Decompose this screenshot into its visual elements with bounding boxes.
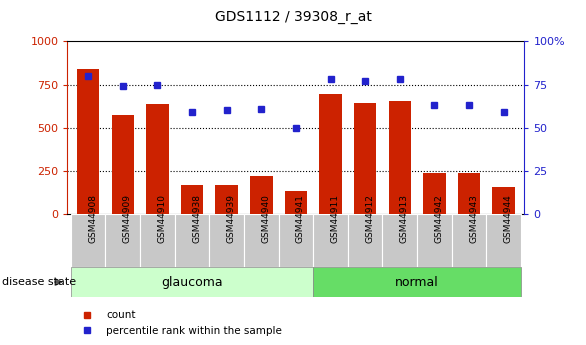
Text: GSM44910: GSM44910 [158, 194, 166, 243]
Legend: count, percentile rank within the sample: count, percentile rank within the sample [73, 306, 286, 340]
Text: GSM44909: GSM44909 [123, 194, 132, 243]
Text: GDS1112 / 39308_r_at: GDS1112 / 39308_r_at [214, 10, 372, 24]
Text: GSM44912: GSM44912 [365, 194, 374, 243]
Bar [319, 94, 342, 214]
Text: GSM44942: GSM44942 [434, 194, 444, 243]
Bar [77, 69, 100, 214]
Bar [348, 214, 383, 267]
Bar [105, 214, 140, 267]
Bar [175, 214, 209, 267]
Bar [285, 191, 307, 214]
Text: GSM44938: GSM44938 [192, 194, 201, 243]
Bar [417, 214, 452, 267]
Bar [244, 214, 278, 267]
Text: glaucoma: glaucoma [161, 276, 223, 288]
Bar [492, 187, 515, 214]
Bar [452, 214, 486, 267]
Bar [278, 214, 314, 267]
Bar [354, 104, 376, 214]
Text: GSM44911: GSM44911 [331, 194, 339, 243]
Text: disease state: disease state [2, 277, 76, 287]
Bar [71, 214, 105, 267]
Bar [389, 101, 411, 214]
Bar [423, 172, 446, 214]
Bar [209, 214, 244, 267]
Bar [216, 185, 238, 214]
Text: GSM44939: GSM44939 [227, 194, 236, 243]
Bar [146, 104, 169, 214]
Bar [111, 115, 134, 214]
Text: GSM44944: GSM44944 [504, 194, 513, 243]
Text: GSM44941: GSM44941 [296, 194, 305, 243]
Bar [140, 214, 175, 267]
Bar [181, 186, 203, 214]
Bar [458, 173, 481, 214]
Bar [71, 267, 314, 297]
Bar [314, 214, 348, 267]
Text: GSM44908: GSM44908 [88, 194, 97, 243]
Text: normal: normal [395, 276, 439, 288]
Text: GSM44913: GSM44913 [400, 194, 409, 243]
Bar [486, 214, 521, 267]
Text: GSM44943: GSM44943 [469, 194, 478, 243]
Text: GSM44940: GSM44940 [261, 194, 270, 243]
Bar [383, 214, 417, 267]
Bar [314, 267, 521, 297]
Bar [250, 176, 272, 214]
